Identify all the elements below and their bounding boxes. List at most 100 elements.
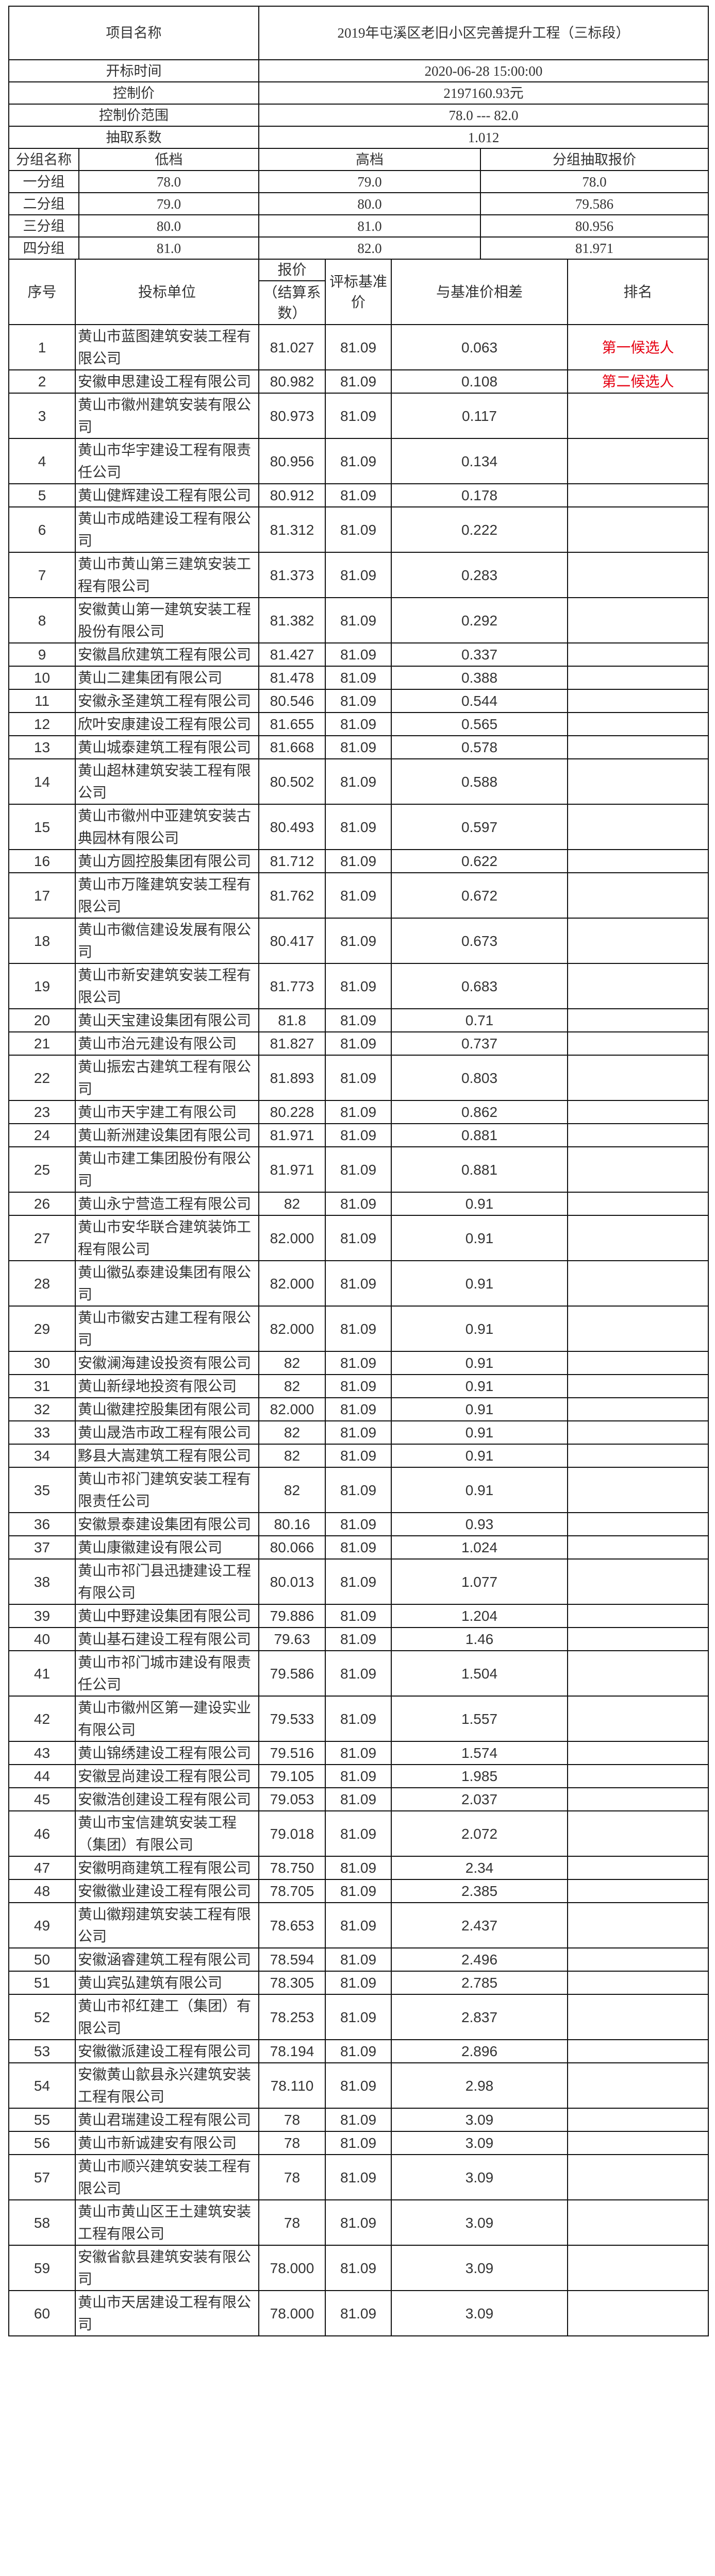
- diff-cell: 1.204: [391, 1604, 568, 1628]
- table-row: 52 黄山市祁红建工（集团）有限公司 78.253 81.09 2.837: [8, 1994, 709, 2040]
- table-row: 36 安徽景泰建设集团有限公司 80.16 81.09 0.93: [8, 1512, 709, 1536]
- diff-cell: 3.09: [391, 2245, 568, 2291]
- diff-cell: 0.134: [391, 438, 568, 484]
- table-row: 21 黄山市治元建设有限公司 81.827 81.09 0.737: [8, 1031, 709, 1056]
- bidder-cell: 安徽黄山第一建筑安装工程股份有限公司: [75, 597, 259, 643]
- control-range-value: 78.0 --- 82.0: [258, 104, 709, 127]
- group-price-cell: 78.0: [480, 170, 709, 193]
- control-price-value: 2197160.93元: [258, 81, 709, 105]
- diff-cell: 0.91: [391, 1306, 568, 1352]
- base-price-cell: 81.09: [325, 1650, 392, 1697]
- open-time-row: 开标时间 2020-06-28 15:00:00: [8, 59, 709, 82]
- bid-price-cell: 78: [258, 2199, 326, 2246]
- rank-cell: [567, 1008, 709, 1032]
- rank-cell: [567, 2245, 709, 2291]
- group-row: 一分组 78.0 79.0 78.0: [8, 170, 709, 193]
- no-cell: 31: [8, 1374, 76, 1398]
- base-price-cell: 81.09: [325, 1192, 392, 1216]
- no-cell: 26: [8, 1192, 76, 1216]
- bidder-cell: 黄山锦绣建设工程有限公司: [75, 1741, 259, 1765]
- bidder-cell: 黄山市祁门建筑安装工程有限责任公司: [75, 1467, 259, 1513]
- bid-price-cell: 79.63: [258, 1627, 326, 1651]
- diff-cell: 2.785: [391, 1971, 568, 1995]
- table-row: 47 安徽明商建筑工程有限公司 78.750 81.09 2.34: [8, 1856, 709, 1880]
- diff-cell: 3.09: [391, 2290, 568, 2336]
- rank-cell: [567, 804, 709, 850]
- bid-results-table: 序号 投标单位 报价 评标基准价 与基准价相差 排名 （结算系数） 1 黄山市蓝图…: [8, 259, 709, 2336]
- table-row: 25 黄山市建工集团股份有限公司 81.971 81.09 0.881: [8, 1146, 709, 1193]
- rank-cell: [567, 1146, 709, 1193]
- rank-cell: [567, 1055, 709, 1101]
- no-cell: 34: [8, 1444, 76, 1468]
- base-price-cell: 81.09: [325, 1055, 392, 1101]
- base-price-cell: 81.09: [325, 597, 392, 643]
- bid-price-cell: 82: [258, 1467, 326, 1513]
- table-row: 20 黄山天宝建设集团有限公司 81.8 81.09 0.71: [8, 1008, 709, 1032]
- no-cell: 21: [8, 1031, 76, 1056]
- diff-cell: 0.565: [391, 712, 568, 736]
- no-cell: 13: [8, 735, 76, 759]
- base-price-cell: 81.09: [325, 2062, 392, 2109]
- table-row: 3 黄山市徽州建筑安装有限公司 80.973 81.09 0.117: [8, 393, 709, 439]
- no-cell: 46: [8, 1810, 76, 1857]
- no-cell: 35: [8, 1467, 76, 1513]
- bidder-cell: 黄山超林建筑安装工程有限公司: [75, 758, 259, 805]
- rank-cell: [567, 1215, 709, 1261]
- base-price-cell: 81.09: [325, 1306, 392, 1352]
- bid-price-cell: 81.971: [258, 1146, 326, 1193]
- table-row: 10 黄山二建集团有限公司 81.478 81.09 0.388: [8, 666, 709, 690]
- table-row: 59 安徽省歙县建筑安装有限公司 78.000 81.09 3.09: [8, 2245, 709, 2291]
- rank-cell: [567, 1374, 709, 1398]
- diff-cell: 2.837: [391, 1994, 568, 2040]
- no-cell: 7: [8, 552, 76, 598]
- bidder-cell: 黄山市宝信建筑安装工程（集团）有限公司: [75, 1810, 259, 1857]
- bid-price-cell: 78.000: [258, 2290, 326, 2336]
- rank-cell: [567, 506, 709, 553]
- base-price-cell: 81.09: [325, 1879, 392, 1903]
- bidder-cell: 安徽涵睿建筑工程有限公司: [75, 1947, 259, 1972]
- table-row: 7 黄山市黄山第三建筑安装工程有限公司 81.373 81.09 0.283: [8, 552, 709, 598]
- base-price-cell: 81.09: [325, 1260, 392, 1307]
- bid-price-cell: 81.382: [258, 597, 326, 643]
- diff-cell: 0.91: [391, 1260, 568, 1307]
- diff-cell: 2.072: [391, 1810, 568, 1857]
- no-cell: 2: [8, 369, 76, 394]
- table-row: 38 黄山市祁门县迅捷建设工程有限公司 80.013 81.09 1.077: [8, 1558, 709, 1605]
- rank-cell: [567, 1444, 709, 1468]
- group-row: 四分组 81.0 82.0 81.971: [8, 236, 709, 260]
- bidder-cell: 黄山君瑞建设工程有限公司: [75, 2108, 259, 2132]
- bid-price-cell: 78.705: [258, 1879, 326, 1903]
- no-cell: 30: [8, 1351, 76, 1375]
- rank-cell: [567, 1650, 709, 1697]
- diff-cell: 2.037: [391, 1787, 568, 1811]
- table-row: 14 黄山超林建筑安装工程有限公司 80.502 81.09 0.588: [8, 758, 709, 805]
- bidder-cell: 黄山晟浩市政工程有限公司: [75, 1420, 259, 1445]
- table-row: 40 黄山基石建设工程有限公司 79.63 81.09 1.46: [8, 1627, 709, 1651]
- bid-price-cell: 82: [258, 1444, 326, 1468]
- base-price-cell: 81.09: [325, 1100, 392, 1124]
- rank-cell: [567, 1696, 709, 1742]
- rank-cell: [567, 438, 709, 484]
- table-row: 55 黄山君瑞建设工程有限公司 78 81.09 3.09: [8, 2108, 709, 2132]
- bid-price-cell: 78.594: [258, 1947, 326, 1972]
- rank-cell: [567, 1558, 709, 1605]
- bid-price-cell: 81.762: [258, 872, 326, 919]
- bidder-cell: 黄山市黄山第三建筑安装工程有限公司: [75, 552, 259, 598]
- bidder-cell: 黄山市黄山区王土建筑安装工程有限公司: [75, 2199, 259, 2246]
- table-row: 57 黄山市顺兴建筑安装工程有限公司 78 81.09 3.09: [8, 2154, 709, 2200]
- coefficient-label: 抽取系数: [8, 126, 259, 149]
- base-price-cell: 81.09: [325, 1994, 392, 2040]
- rank-cell: [567, 1764, 709, 1788]
- bid-price-cell: 81.8: [258, 1008, 326, 1032]
- table-row: 30 安徽澜海建设投资有限公司 82 81.09 0.91: [8, 1351, 709, 1375]
- table-row: 46 黄山市宝信建筑安装工程（集团）有限公司 79.018 81.09 2.072: [8, 1810, 709, 1857]
- base-price-header: 评标基准价: [325, 259, 392, 325]
- bidder-cell: 安徽黄山歙县永兴建筑安装工程有限公司: [75, 2062, 259, 2109]
- no-cell: 27: [8, 1215, 76, 1261]
- bid-price-cell: 82.000: [258, 1260, 326, 1307]
- diff-cell: 1.985: [391, 1764, 568, 1788]
- group-high-cell: 79.0: [258, 170, 481, 193]
- bidder-cell: 黄山徽建控股集团有限公司: [75, 1397, 259, 1421]
- rank-cell: [567, 393, 709, 439]
- no-cell: 57: [8, 2154, 76, 2200]
